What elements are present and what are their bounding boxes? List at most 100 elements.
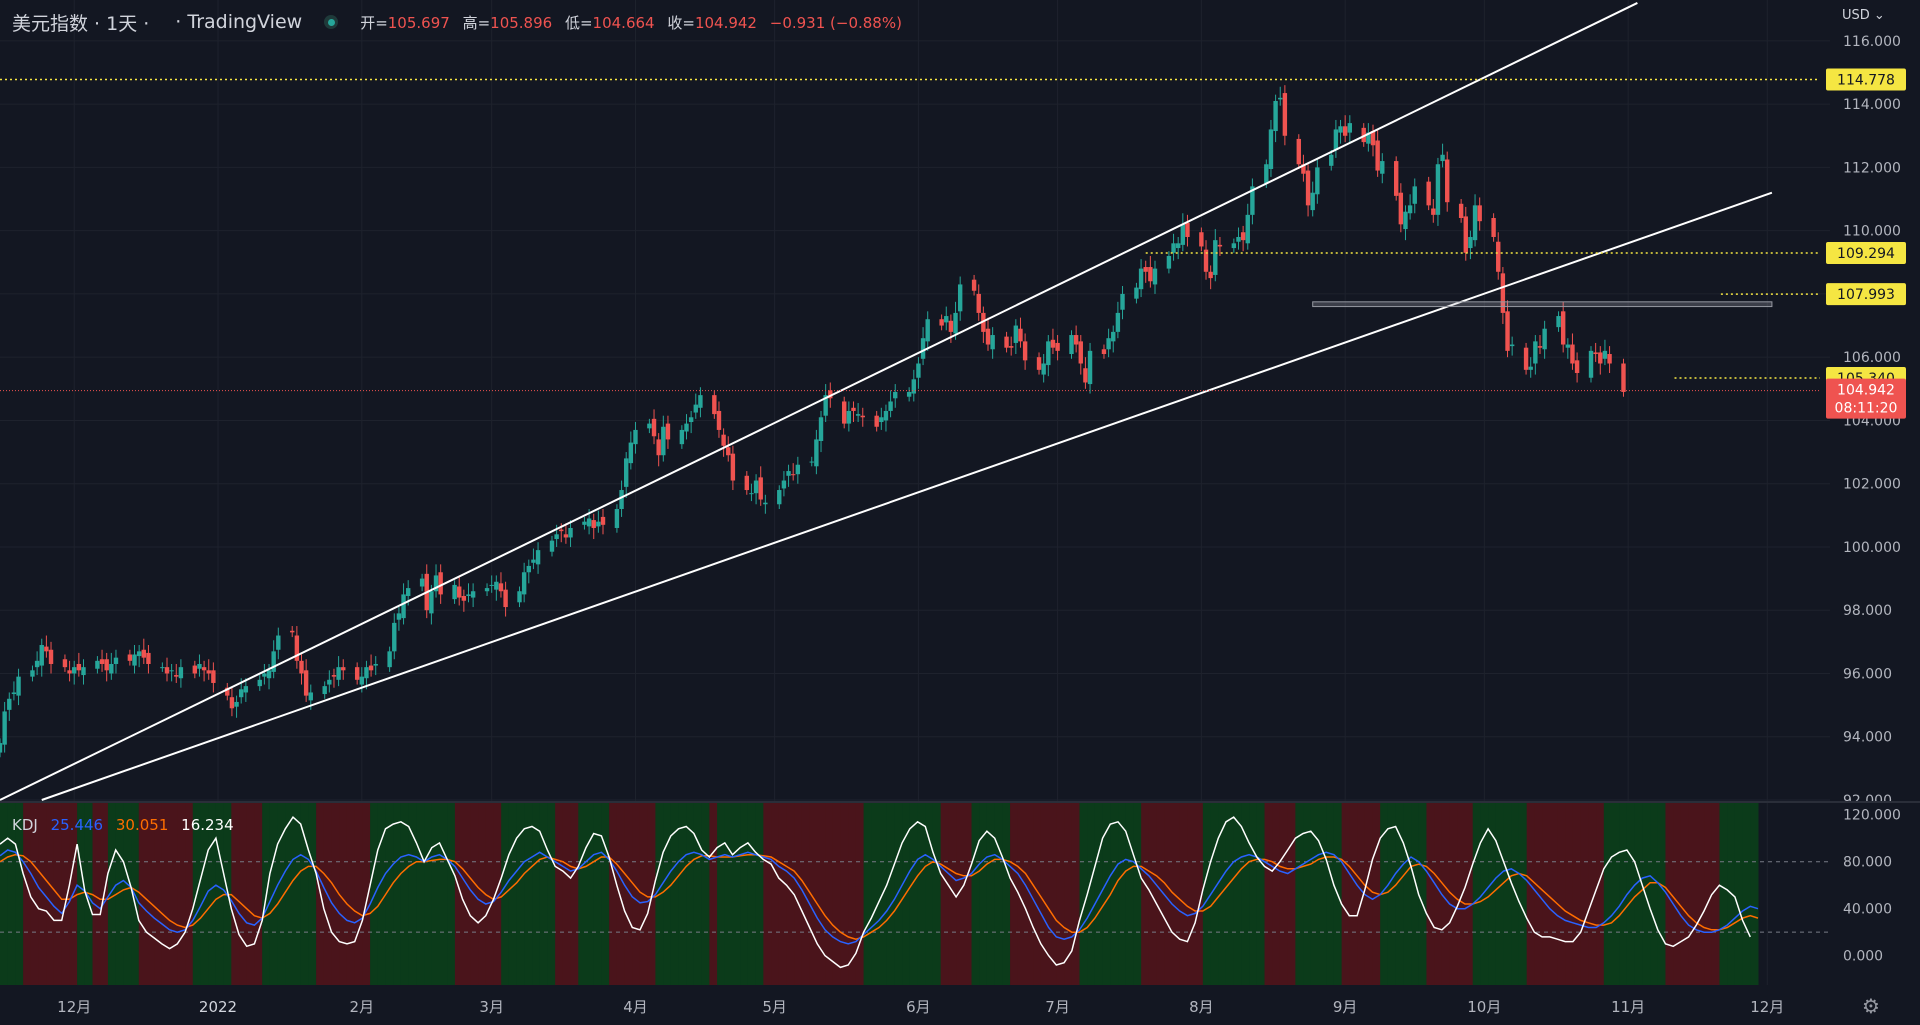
kdj-band: [532, 803, 541, 985]
candle-body: [944, 316, 949, 323]
candle-body: [290, 630, 295, 633]
kdj-band: [1349, 803, 1358, 985]
candle-body: [294, 635, 300, 661]
candle-body: [1588, 350, 1594, 378]
candle-body: [953, 312, 958, 334]
candle-body: [11, 692, 17, 695]
kdj-band: [925, 803, 934, 985]
kdj-band: [1642, 803, 1651, 985]
last-price-text: 104.942: [1837, 383, 1895, 399]
candle-body: [1542, 328, 1547, 350]
candle-body: [359, 676, 365, 685]
kdj-band: [385, 803, 394, 985]
kdj-k-line: [0, 849, 1759, 945]
kdj-band: [593, 803, 602, 985]
kdj-band: [1441, 803, 1451, 985]
time-tick-label: 7月: [1045, 998, 1070, 1016]
currency-selector[interactable]: USD ⌄: [1842, 8, 1885, 23]
kdj-band: [825, 803, 834, 985]
kdj-band: [1364, 803, 1373, 985]
candle-body: [883, 410, 889, 421]
kdj-band: [547, 803, 556, 985]
kdj-band: [478, 803, 487, 985]
candle-body: [76, 663, 82, 671]
candle-body: [679, 429, 685, 445]
symbol-title[interactable]: 美元指数 · 1天 ·: [12, 12, 150, 35]
kdj-band: [400, 803, 410, 985]
candle-body: [452, 584, 457, 600]
candle-body: [1296, 138, 1301, 165]
kdj-band: [894, 803, 903, 985]
kdj-name[interactable]: KDJ: [12, 816, 38, 834]
kdj-band: [740, 803, 749, 985]
candle-body: [438, 572, 443, 595]
candle-body: [1556, 316, 1561, 328]
candle-body: [749, 493, 754, 495]
kdj-background-bands: [0, 803, 1759, 985]
kdj-band: [1279, 803, 1289, 985]
candle-body: [1236, 236, 1241, 242]
candle-body: [563, 534, 569, 538]
kdj-band: [231, 803, 240, 985]
kdj-band: [15, 803, 24, 985]
candle-body: [823, 395, 828, 416]
price-label-text: 109.294: [1837, 246, 1895, 262]
gear-icon[interactable]: ⚙: [1862, 994, 1880, 1018]
candle-body: [299, 660, 304, 674]
candle-body: [109, 663, 114, 674]
kdj-band: [724, 803, 733, 985]
time-tick-label: 8月: [1189, 998, 1214, 1016]
candle-body: [484, 588, 490, 592]
candle-body: [327, 679, 332, 685]
kdj-band: [346, 803, 356, 985]
candle-body: [1407, 205, 1413, 214]
candle-body: [1180, 224, 1186, 245]
price-tick-label: 98.000: [1843, 603, 1892, 619]
candle-body: [1491, 218, 1496, 237]
candle-body: [1087, 350, 1093, 385]
price-tick-label: 110.000: [1843, 224, 1901, 240]
candle-body: [1273, 100, 1278, 132]
kdj-band: [971, 803, 980, 985]
candle-body: [1574, 360, 1580, 373]
kdj-band: [1434, 803, 1443, 985]
candle-body: [790, 474, 796, 476]
candle-body: [1468, 236, 1473, 249]
candle-body: [990, 335, 995, 350]
close-key: 收=: [667, 13, 695, 32]
kdj-band: [1657, 803, 1666, 985]
candle-body: [1366, 132, 1371, 144]
kdj-band: [1565, 803, 1574, 985]
candle-body: [517, 591, 522, 603]
candle-body: [331, 675, 337, 677]
candle-body: [1041, 363, 1046, 375]
kdj-band: [832, 803, 841, 985]
kdj-band: [1673, 803, 1682, 985]
kdj-band: [447, 803, 456, 985]
close-value: 104.942: [694, 13, 757, 32]
candle-body: [698, 395, 703, 408]
kdj-legend: KDJ 25.446 30.051 16.234: [12, 816, 242, 834]
kdj-band: [863, 803, 872, 985]
candle-body: [2, 711, 7, 745]
market-status-icon[interactable]: [324, 15, 339, 29]
candle-body: [229, 697, 235, 709]
price-label-box: [1826, 283, 1906, 306]
candle-body: [1621, 363, 1626, 392]
candle-body: [1370, 131, 1376, 146]
kdj-band: [1711, 803, 1720, 985]
kdj-band: [1195, 803, 1204, 985]
candle-body: [1175, 243, 1181, 249]
candle-body: [104, 659, 109, 671]
candle-body: [1022, 341, 1028, 361]
open-value: 105.697: [387, 13, 450, 32]
candle-body: [457, 586, 462, 598]
kdj-band: [208, 803, 217, 985]
kdj-band: [1264, 803, 1273, 985]
candle-body: [308, 692, 313, 701]
candle-body: [1245, 214, 1250, 244]
kdj-band: [38, 803, 47, 985]
kdj-band: [1503, 803, 1512, 985]
kdj-d-line: [0, 853, 1759, 940]
